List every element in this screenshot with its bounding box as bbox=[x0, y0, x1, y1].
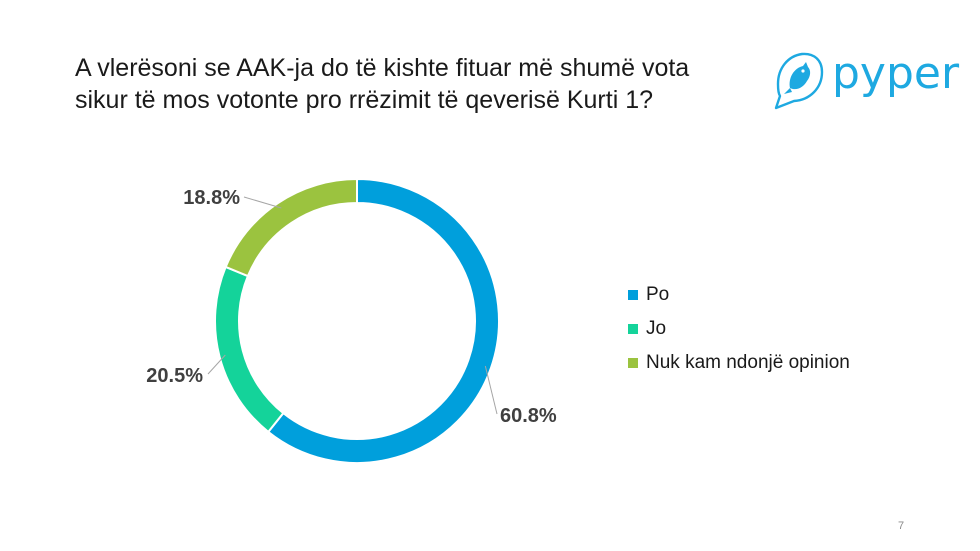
bird-icon bbox=[774, 52, 824, 110]
legend-item-po: Po bbox=[628, 278, 850, 312]
logo-wordmark: pyper bbox=[832, 48, 960, 99]
page-number: 7 bbox=[898, 520, 905, 532]
pyper-logo: pyper bbox=[770, 46, 959, 112]
legend-swatch-po bbox=[628, 290, 638, 300]
slice-po bbox=[266, 177, 500, 464]
title-line-1: A vlerësoni se AAK-ja do të kishte fitua… bbox=[75, 54, 690, 82]
legend-item-no-opinion: Nuk kam ndonjë opinion bbox=[628, 346, 850, 380]
title-line-2: sikur të mos votonte pro rrëzimit të qev… bbox=[75, 86, 654, 114]
chart-legend: Po Jo Nuk kam ndonjë opinion bbox=[628, 278, 850, 380]
slide-title: A vlerësoni se AAK-ja do të kishte fitua… bbox=[75, 52, 755, 116]
leader-line-no-opinion bbox=[243, 196, 282, 209]
leader-line-po bbox=[484, 365, 498, 415]
data-label-po: 60.8% bbox=[500, 405, 557, 427]
data-label-jo: 20.5% bbox=[146, 365, 203, 387]
legend-label-po: Po bbox=[646, 284, 670, 305]
legend-label-jo: Jo bbox=[646, 318, 667, 339]
legend-swatch-no-opinion bbox=[628, 358, 638, 368]
leader-line-jo bbox=[207, 354, 226, 375]
legend-swatch-jo bbox=[628, 324, 638, 334]
slice-no-opinion bbox=[224, 177, 358, 278]
legend-label-no-opinion: Nuk kam ndonjë opinion bbox=[646, 352, 850, 373]
legend-item-jo: Jo bbox=[628, 312, 850, 346]
slice-jo bbox=[214, 265, 285, 434]
data-label-no-opinion: 18.8% bbox=[183, 187, 240, 209]
